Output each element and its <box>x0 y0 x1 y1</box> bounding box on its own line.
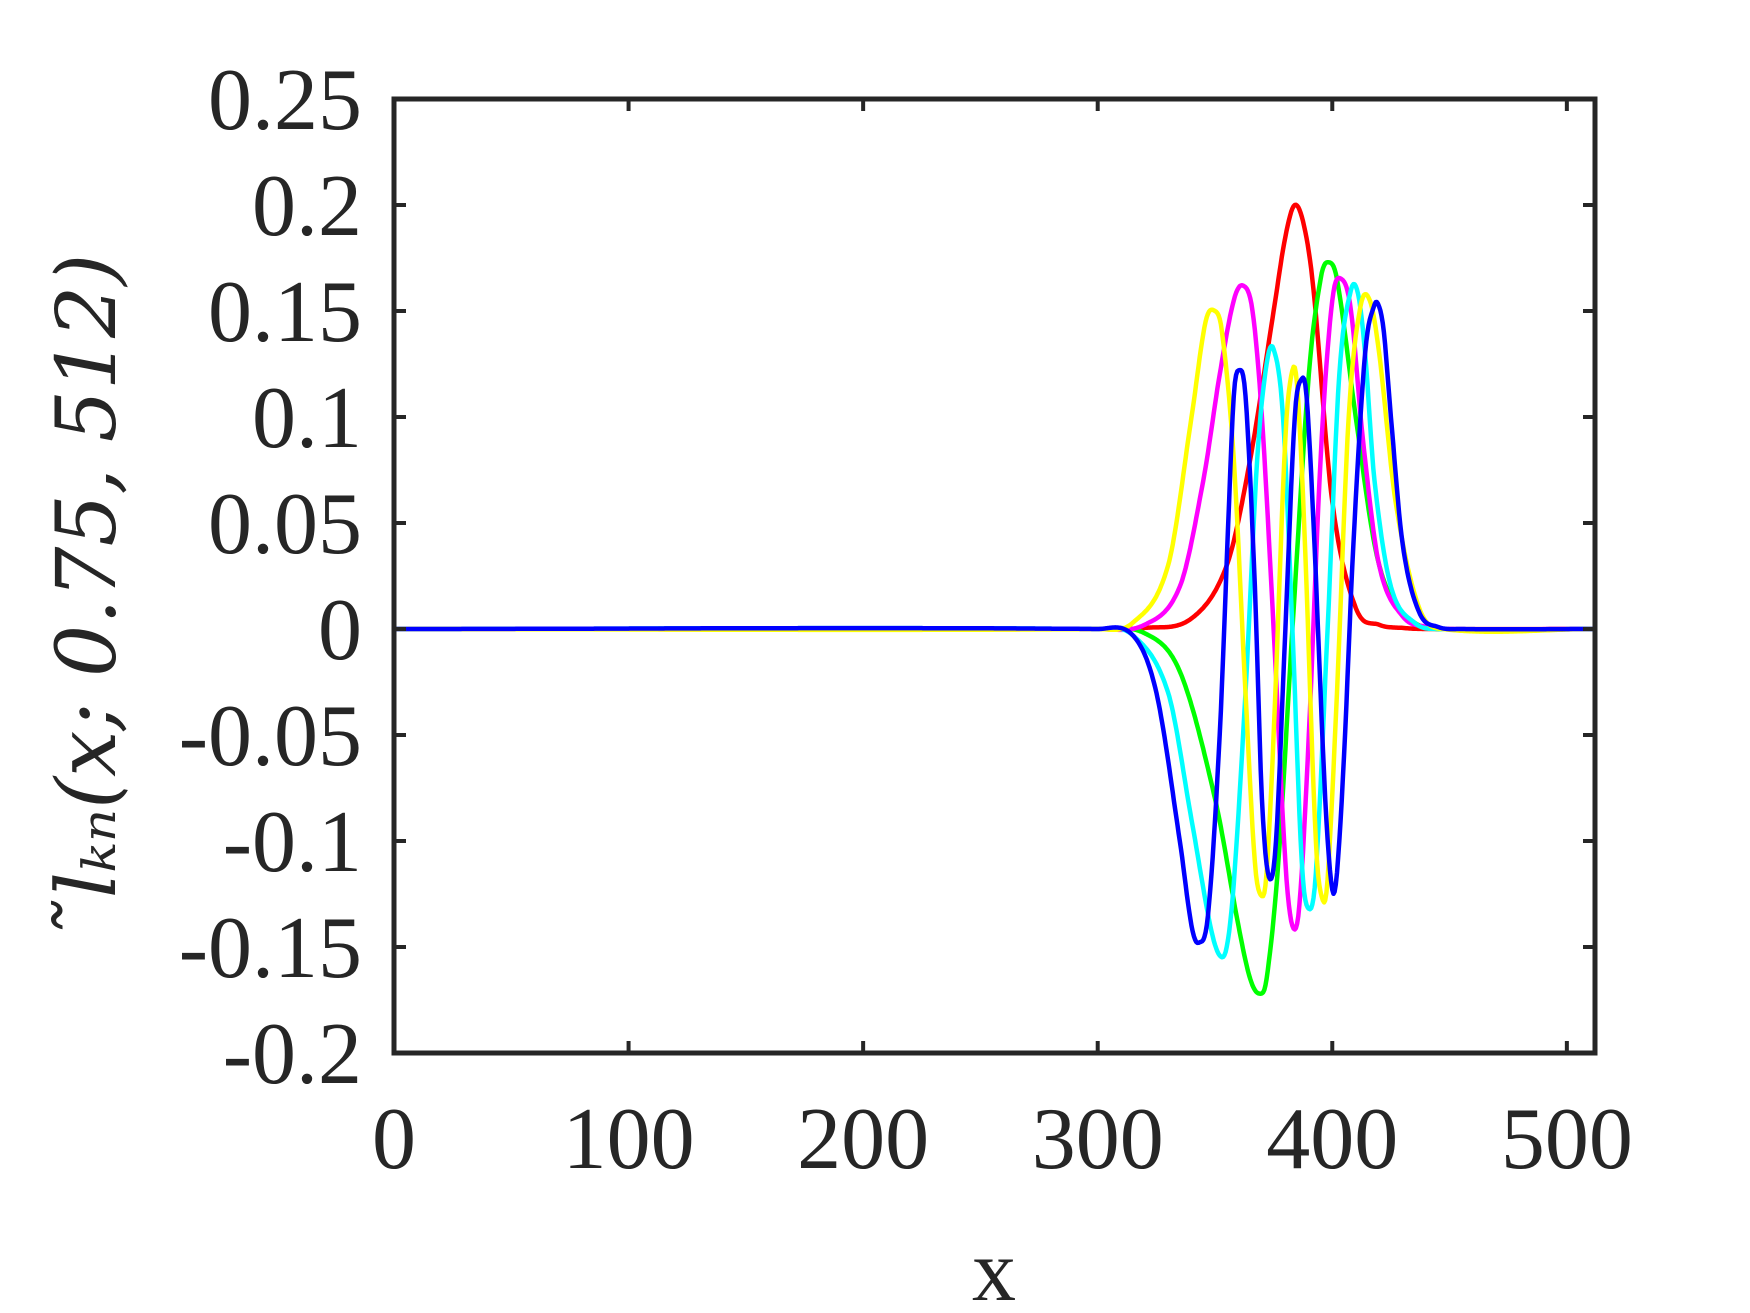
x-tick-label: 100 <box>563 1091 695 1188</box>
x-tick-label: 200 <box>797 1091 929 1188</box>
series-line-4 <box>391 281 1598 960</box>
y-tick-label: -0.1 <box>223 794 362 891</box>
y-tick-label: 0 <box>318 582 362 679</box>
y-tick-label: -0.15 <box>179 900 362 997</box>
series-line-6 <box>391 299 1598 946</box>
y-tick-label: 0.1 <box>252 370 362 467</box>
y-axis-label: ̃lₖₙ(x; 0.75, 512) <box>40 254 135 930</box>
y-tick-label: -0.2 <box>223 1006 362 1103</box>
y-tick-label: 0.05 <box>208 476 362 573</box>
y-tick-label: 0.25 <box>208 52 362 149</box>
plot-area <box>391 202 1598 996</box>
series-line-1 <box>391 202 1598 632</box>
x-tick-label: 400 <box>1266 1091 1398 1188</box>
x-tick-label: 300 <box>1032 1091 1164 1188</box>
x-tick-label: 0 <box>372 1091 416 1188</box>
x-axis: 0 100 200 300 400 500 <box>372 99 1633 1188</box>
x-tick-label: 500 <box>1501 1091 1633 1188</box>
y-tick-label: -0.05 <box>179 688 362 785</box>
y-tick-label: 0.15 <box>208 264 362 361</box>
y-tick-label: 0.2 <box>252 158 362 255</box>
axes-frame <box>391 96 1598 1056</box>
x-axis-label: x <box>972 1223 1016 1313</box>
